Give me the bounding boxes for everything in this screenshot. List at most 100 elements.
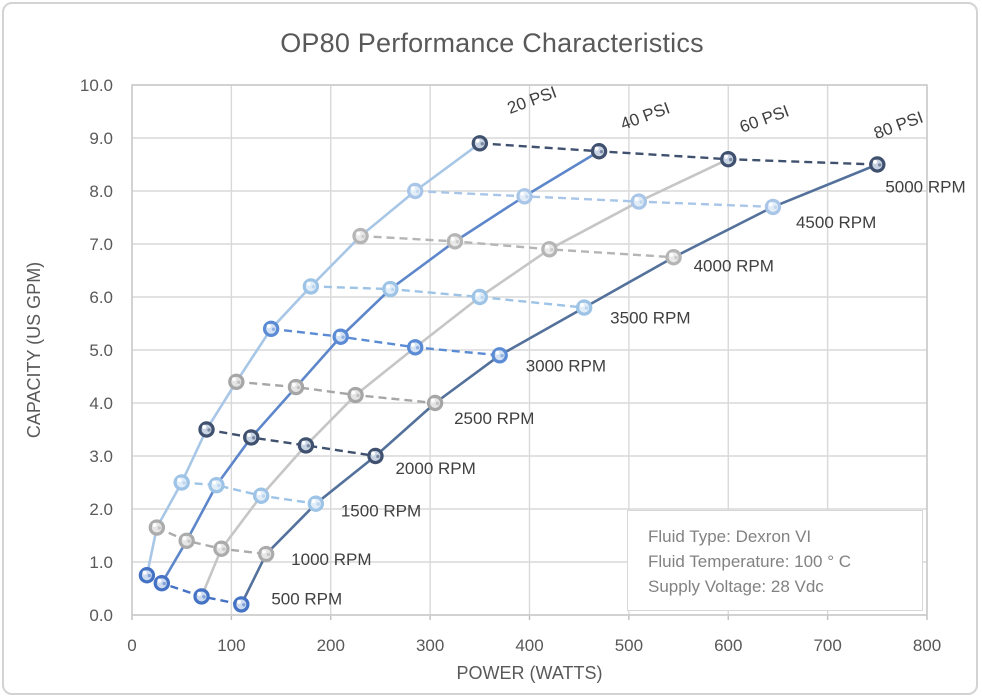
marker (869, 156, 886, 173)
marker (153, 575, 171, 592)
rpm-label-1500: 1500 RPM (341, 502, 421, 521)
x-tick-label: 200 (317, 636, 345, 655)
plot-border (131, 84, 928, 616)
marker (630, 193, 648, 210)
marker (382, 280, 399, 298)
marker (367, 447, 384, 465)
x-tick-label: 300 (416, 636, 444, 655)
rpm-line-3500 (310, 285, 585, 309)
marker (407, 182, 424, 200)
marker (446, 233, 464, 250)
chart-title: OP80 Performance Characteristics (280, 28, 704, 58)
marker (471, 135, 489, 152)
rpm-label-3500: 3500 RPM (610, 309, 690, 328)
x-tick-label: 800 (913, 636, 941, 655)
y-tick-label: 4.0 (89, 394, 113, 413)
axis-tick-labels: 0 100 200 300 400 500 600 700 800 0.0 1.0 2.0 3.0 4.0… (80, 76, 941, 655)
psi-labels: 20 PSI 40 PSI 60 PSI 80 PSI (505, 82, 926, 143)
x-tick-label: 100 (217, 636, 245, 655)
rpm-label-2000: 2000 RPM (395, 459, 475, 478)
rpm-labels: 500 RPM 1000 RPM 1500 RPM 2000 RPM 2500 RPM 3… (271, 178, 965, 609)
y-tick-label: 1.0 (89, 553, 113, 572)
marker (233, 596, 250, 613)
marker (252, 487, 270, 504)
rpm-line-2500 (236, 380, 436, 405)
marker (407, 339, 424, 356)
rpm-label-500: 500 RPM (271, 589, 342, 608)
marker (173, 474, 190, 491)
marker (243, 429, 260, 446)
y-axis-title: CAPACITY (US GPM) (24, 262, 44, 438)
psi-curve-40 (160, 150, 600, 584)
marker (148, 519, 166, 536)
annotation-box: Fluid Type: Dexron VI Fluid Temperature:… (627, 510, 923, 611)
marker (764, 198, 782, 216)
marker (575, 299, 593, 316)
x-tick-label: 400 (515, 636, 543, 655)
rpm-iso-lines (146, 142, 878, 606)
x-tick-label: 0 (127, 636, 136, 655)
marker (332, 328, 349, 345)
rpm-label-4000: 4000 RPM (694, 256, 774, 275)
marker (347, 386, 364, 404)
rpm-line-3000 (270, 327, 500, 357)
psi-label-60: 60 PSI (737, 101, 791, 136)
marker (257, 545, 275, 563)
x-tick-label: 700 (813, 636, 841, 655)
rpm-line-4000 (360, 234, 674, 259)
marker (198, 421, 215, 438)
psi-label-40: 40 PSI (618, 98, 672, 133)
annotation-fluid-temperature: Fluid Temperature: 100 ° C (648, 552, 852, 571)
marker (471, 288, 489, 306)
annotation-supply-voltage: Supply Voltage: 28 Vdc (648, 577, 824, 596)
y-tick-label: 9.0 (89, 129, 113, 148)
marker (193, 588, 210, 605)
marker (426, 394, 444, 412)
data-point-markers (138, 135, 886, 613)
rpm-line-1500 (181, 481, 317, 505)
rpm-label-3000: 3000 RPM (526, 356, 606, 375)
marker (665, 249, 682, 266)
marker (213, 540, 230, 557)
marker (352, 227, 369, 245)
marker (297, 437, 315, 454)
x-tick-label: 600 (714, 636, 742, 655)
rpm-label-2500: 2500 RPM (454, 409, 534, 428)
marker (178, 532, 195, 550)
x-tick-label: 500 (615, 636, 643, 655)
psi-curves (145, 142, 878, 605)
rpm-label-1000: 1000 RPM (291, 550, 371, 569)
marker (590, 143, 608, 160)
marker (302, 278, 320, 295)
y-tick-label: 8.0 (89, 182, 113, 201)
psi-curve-80 (240, 163, 878, 605)
marker (720, 150, 737, 168)
psi-curve-20 (145, 142, 481, 576)
psi-label-20: 20 PSI (505, 82, 559, 117)
rpm-line-2000 (206, 428, 376, 458)
rpm-label-4500: 4500 RPM (796, 213, 876, 232)
marker (491, 347, 508, 364)
y-tick-label: 7.0 (89, 235, 113, 254)
annotation-fluid-type: Fluid Type: Dexron VI (648, 527, 812, 546)
rpm-line-5000 (479, 142, 878, 166)
marker (208, 476, 225, 494)
y-tick-label: 2.0 (89, 500, 113, 519)
x-axis-title: POWER (WATTS) (457, 663, 603, 683)
y-tick-label: 3.0 (89, 447, 113, 466)
y-tick-label: 0.0 (89, 606, 113, 625)
y-tick-label: 10.0 (80, 76, 113, 95)
rpm-line-1000 (156, 526, 267, 556)
y-tick-label: 5.0 (89, 341, 113, 360)
marker (516, 188, 533, 205)
marker (228, 373, 245, 390)
rpm-line-500 (146, 574, 242, 606)
psi-curve-60 (200, 158, 729, 597)
y-tick-label: 6.0 (89, 288, 113, 307)
marker (262, 320, 280, 337)
marker (138, 567, 156, 584)
marker (307, 495, 325, 512)
marker (541, 241, 558, 258)
rpm-line-4500 (415, 189, 774, 209)
